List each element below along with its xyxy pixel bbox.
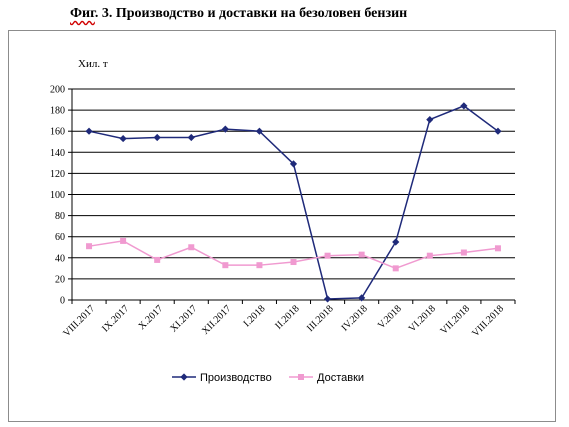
legend-marker-1	[298, 374, 304, 380]
legend-marker-0	[180, 373, 188, 381]
figure-title-rest: . 3. Производство и доставки на безолове…	[94, 6, 408, 21]
y-tick-label-140: 140	[50, 148, 65, 159]
legend: Производство Доставки	[172, 372, 364, 384]
data-point-s1-11	[460, 249, 467, 256]
data-point-s0-2	[153, 133, 161, 142]
data-point-s1-0	[86, 243, 93, 250]
y-tick-label-160: 160	[50, 127, 65, 138]
data-point-s1-5	[256, 262, 263, 269]
data-point-s1-1	[120, 237, 127, 244]
data-point-s1-7	[324, 252, 331, 259]
data-point-s0-5	[255, 127, 264, 135]
y-tick-label-0: 0	[60, 296, 65, 307]
figure-title: Фиг. 3. Производство и доставки на безол…	[70, 6, 407, 22]
data-point-s0-6	[289, 160, 298, 168]
x-tick-label-3: XI.2017	[168, 303, 199, 334]
data-point-s0-3	[187, 133, 195, 142]
legend-label-1: Доставки	[317, 372, 364, 384]
data-point-s0-10	[426, 115, 434, 124]
data-point-s0-9	[392, 238, 400, 246]
y-tick-label-100: 100	[50, 190, 65, 201]
data-point-s1-8	[358, 251, 365, 258]
x-tick-label-6: II.2018	[273, 303, 301, 331]
x-tick-label-8: IV.2018	[340, 303, 370, 333]
data-point-s0-1	[119, 134, 127, 143]
y-tick-label-200: 200	[50, 85, 65, 96]
x-tick-label-2: X.2017	[137, 303, 166, 332]
data-point-s1-3	[188, 244, 195, 251]
data-point-s1-10	[426, 252, 433, 259]
series-lines	[85, 102, 502, 303]
x-tick-label-9: V.2018	[376, 303, 404, 331]
x-tick-label-0: VIII.2017	[61, 303, 97, 339]
data-point-s1-6	[290, 259, 297, 266]
data-point-s0-7	[323, 295, 332, 303]
data-point-s1-12	[494, 245, 501, 252]
data-point-s1-9	[392, 265, 399, 272]
y-tick-label-180: 180	[50, 106, 65, 117]
series-line-0	[88, 105, 499, 300]
y-tick-label-20: 20	[55, 274, 65, 285]
data-point-s0-8	[358, 294, 366, 302]
x-tick-label-10: VI.2018	[407, 303, 438, 334]
x-tick-label-5: I.2018	[241, 303, 267, 329]
data-point-s0-12	[494, 127, 502, 135]
gridlines	[68, 88, 516, 304]
x-tick-label-7: III.2018	[305, 303, 336, 334]
chart-area	[8, 30, 556, 422]
figure-title-prefix: Фиг	[70, 6, 95, 21]
y-tick-label-120: 120	[50, 169, 65, 180]
y-axis-label: Хил. т	[78, 58, 108, 70]
data-point-s0-0	[85, 127, 93, 135]
y-tick-labels: 0 20 40 60 80 100 120 140 160 180 200	[50, 85, 65, 307]
x-tick-labels: VIII.2017 IX.2017 X.2017 XI.2017 XII.2017 I.2…	[61, 303, 506, 339]
x-tick-label-11: VII.2018	[438, 303, 472, 337]
y-tick-label-40: 40	[55, 253, 65, 264]
x-tick-label-12: VIII.2018	[470, 303, 506, 339]
x-tick-label-1: IX.2017	[100, 303, 131, 334]
legend-label-0: Производство	[200, 372, 272, 384]
x-tick-label-4: XII.2017	[200, 303, 234, 337]
y-tick-label-60: 60	[55, 232, 65, 243]
data-point-s0-4	[221, 125, 229, 133]
y-tick-label-80: 80	[55, 211, 65, 222]
data-point-s1-2	[154, 256, 161, 263]
data-point-s1-4	[222, 262, 229, 269]
data-point-s0-11	[460, 102, 468, 110]
